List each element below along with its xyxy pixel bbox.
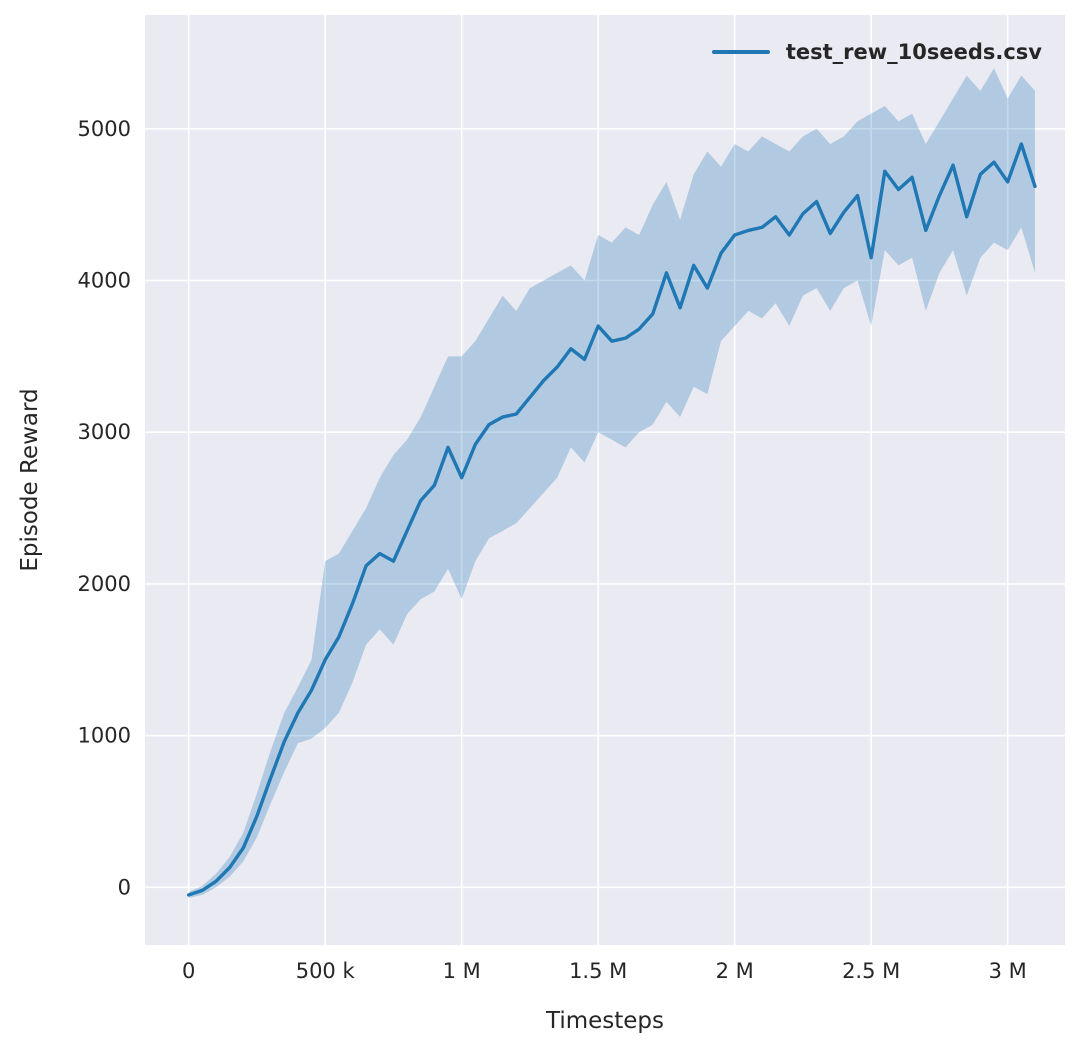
- plot-area: [145, 15, 1065, 945]
- x-tick-label: 2 M: [716, 959, 754, 983]
- y-tick-label: 3000: [78, 420, 131, 444]
- x-tick-label: 2.5 M: [842, 959, 900, 983]
- x-tick-label: 3 M: [989, 959, 1027, 983]
- legend-line-swatch: [711, 50, 770, 54]
- x-tick-label: 500 k: [296, 959, 356, 983]
- legend-label: test_rew_10seeds.csv: [785, 40, 1042, 64]
- y-tick-label: 4000: [78, 268, 131, 292]
- x-tick-label: 1 M: [443, 959, 481, 983]
- episode-reward-line: [186, 142, 1037, 897]
- confidence-band: [188, 68, 1035, 898]
- legend: test_rew_10seeds.csv: [711, 40, 1042, 64]
- y-tick-label: 5000: [78, 117, 131, 141]
- x-tick-label: 0: [182, 959, 195, 983]
- y-axis-label: Episode Reward: [17, 388, 43, 572]
- y-tick-label: 1000: [78, 724, 131, 748]
- y-tick-label: 2000: [78, 572, 131, 596]
- x-tick-label: 1.5 M: [569, 959, 627, 983]
- y-tick-label: 0: [118, 875, 131, 899]
- x-axis-label: Timesteps: [545, 1008, 665, 1034]
